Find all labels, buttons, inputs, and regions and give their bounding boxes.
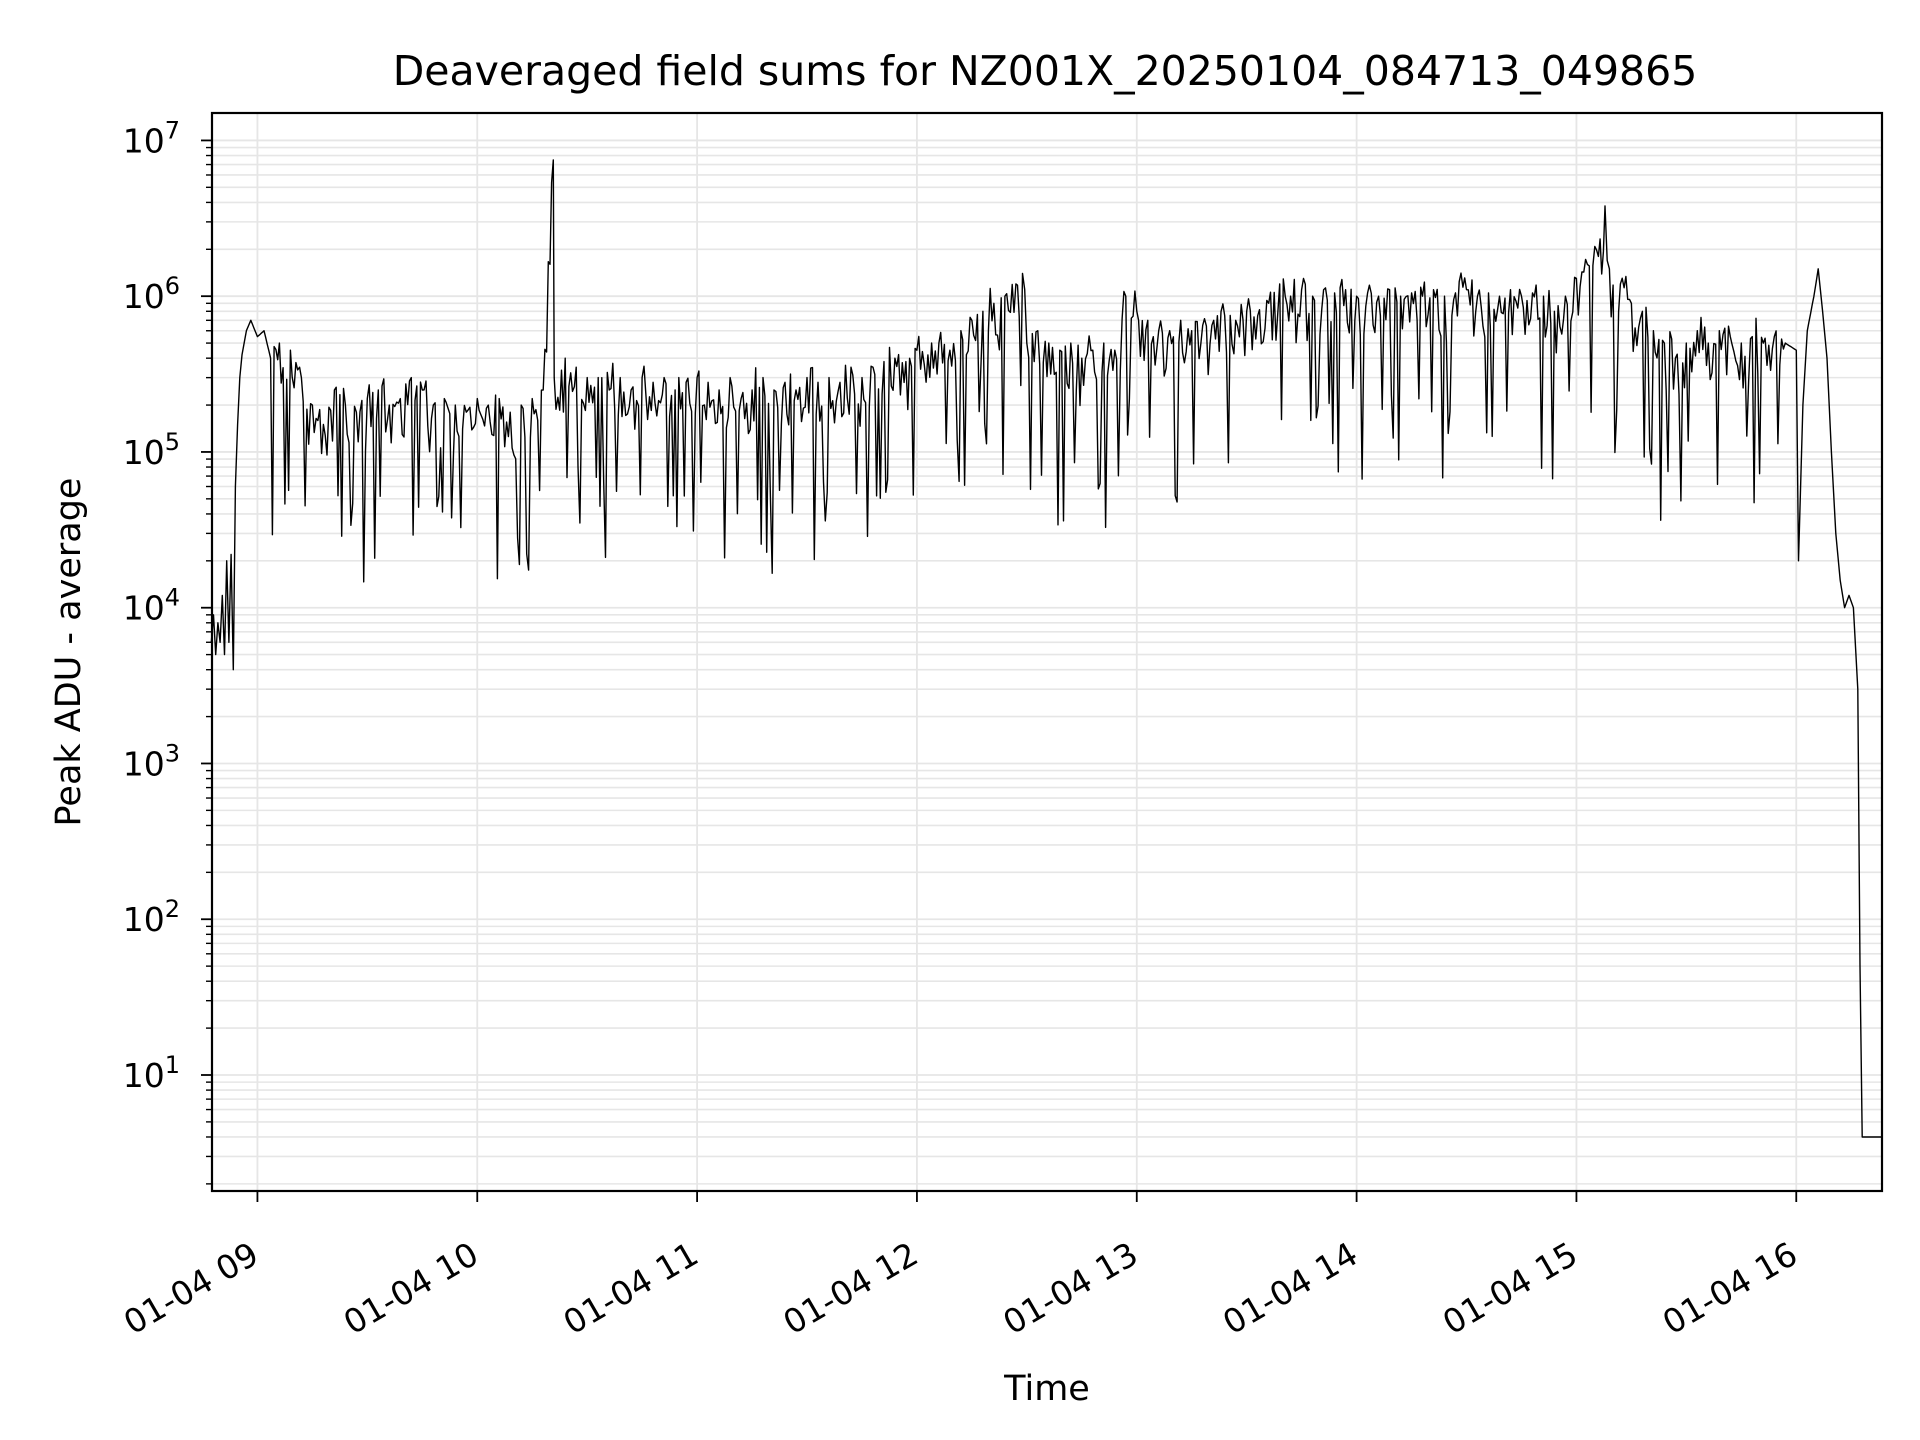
- y-tick-label: 107: [123, 116, 180, 160]
- y-axis: 101 102 103 104 105 106 107: [123, 116, 212, 1185]
- data-series-line: [210, 159, 1882, 1138]
- y-tick-label: 106: [123, 272, 180, 316]
- y-tick-label: 104: [123, 584, 180, 628]
- y-axis-label: Peak ADU - average: [49, 478, 89, 827]
- y-tick-label: 101: [123, 1051, 180, 1095]
- y-tick-label: 105: [123, 428, 180, 472]
- y-tick-label: 103: [123, 739, 180, 783]
- chart-title: Deaveraged field sums for NZ001X_2025010…: [393, 47, 1698, 95]
- y-tick-label: 102: [123, 895, 180, 939]
- x-axis-label: Time: [1003, 1369, 1090, 1409]
- gridlines: [212, 113, 1882, 1191]
- plot-frame: [210, 111, 1884, 1193]
